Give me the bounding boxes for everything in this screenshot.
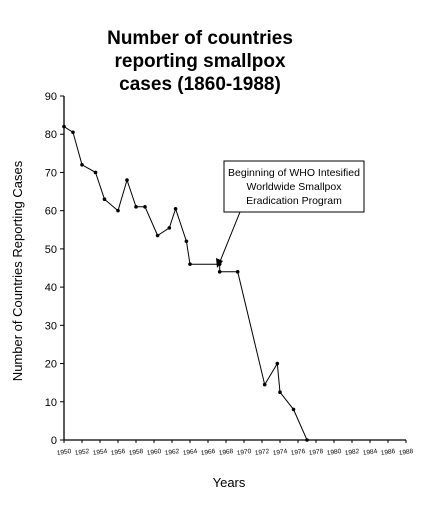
x-tick-label: 1980: [326, 448, 342, 457]
data-point: [167, 226, 172, 230]
x-tick-label: 1968: [218, 448, 234, 457]
x-tick-label: 1984: [362, 448, 378, 457]
y-tick-label: 20: [45, 359, 57, 371]
data-point: [125, 178, 129, 182]
data-point: [155, 233, 160, 238]
x-tick-label: 1982: [344, 448, 360, 457]
y-tick-label: 10: [45, 397, 57, 409]
data-point: [134, 205, 138, 209]
y-tick-label: 50: [45, 244, 57, 256]
x-tick-label: 1988: [398, 448, 414, 457]
data-point: [71, 130, 75, 135]
x-tick-label: 1978: [308, 448, 324, 457]
chart-title-line-3: cases (1860-1988): [119, 74, 281, 95]
data-point: [93, 170, 98, 175]
annotation-box: [223, 160, 365, 213]
x-tick-label: 1962: [164, 448, 180, 457]
data-point: [262, 382, 267, 387]
data-point: [62, 124, 66, 129]
x-tick-label: 1986: [380, 448, 396, 457]
x-tick-label: 1966: [200, 448, 216, 457]
y-tick-label: 40: [45, 282, 57, 294]
data-point: [116, 208, 120, 213]
y-axis-label: Number of Countries Reporting Cases: [10, 160, 25, 381]
data-point: [102, 197, 107, 201]
data-point: [173, 206, 178, 211]
chart-title-line-1: Number of countries: [107, 28, 293, 49]
annotation-arrow-head: [216, 258, 223, 268]
chart-title-line-2: reporting smallpox: [114, 51, 285, 72]
x-tick-label: 1952: [74, 448, 90, 457]
data-point: [305, 438, 309, 442]
data-point: [143, 205, 147, 209]
x-tick-label: 1960: [146, 448, 162, 457]
x-tick-label: 1964: [182, 448, 198, 457]
annotation: Beginning of WHO Intesified Worldwide Sm…: [216, 160, 365, 268]
data-point: [275, 361, 280, 366]
data-point: [235, 270, 240, 274]
y-tick-label: 90: [45, 91, 57, 103]
x-axis-label: Years: [213, 475, 246, 490]
y-tick-label: 60: [45, 206, 57, 218]
x-tick-label: 1958: [128, 448, 144, 457]
x-tick-label: 1976: [290, 448, 306, 457]
y-ticks: 0 10 20 30 40 50 60 70 80 90: [45, 91, 64, 447]
annotation-line-3: Eradication Program: [246, 195, 342, 207]
x-tick-label: 1970: [236, 448, 252, 457]
y-tick-label: 0: [51, 435, 57, 447]
y-tick-label: 70: [45, 167, 57, 179]
series-countries: [62, 124, 406, 442]
data-point: [278, 390, 282, 395]
data-point: [188, 262, 192, 266]
x-tick-label: 1972: [254, 448, 270, 457]
data-point: [184, 239, 189, 244]
data-point: [80, 163, 84, 167]
x-tick-label: 1974: [272, 448, 288, 457]
annotation-line-2: Worldwide Smallpox: [247, 181, 343, 193]
x-ticks: 1950 1952 1954 1956 1958 1960 1962 1964 1966 1968…: [56, 440, 414, 457]
annotation-arrow-line: [218, 211, 241, 265]
x-tick-label: 1956: [110, 448, 126, 457]
data-point: [291, 407, 296, 412]
x-tick-label: 1950: [56, 448, 72, 457]
x-tick-label: 1954: [92, 448, 108, 457]
data-point: [217, 270, 222, 274]
y-tick-label: 30: [45, 320, 57, 332]
y-tick-label: 80: [45, 129, 57, 141]
chart-title: Number of countries reporting smallpox c…: [107, 28, 293, 95]
annotation-line-1: Beginning of WHO Intesified: [228, 167, 360, 179]
